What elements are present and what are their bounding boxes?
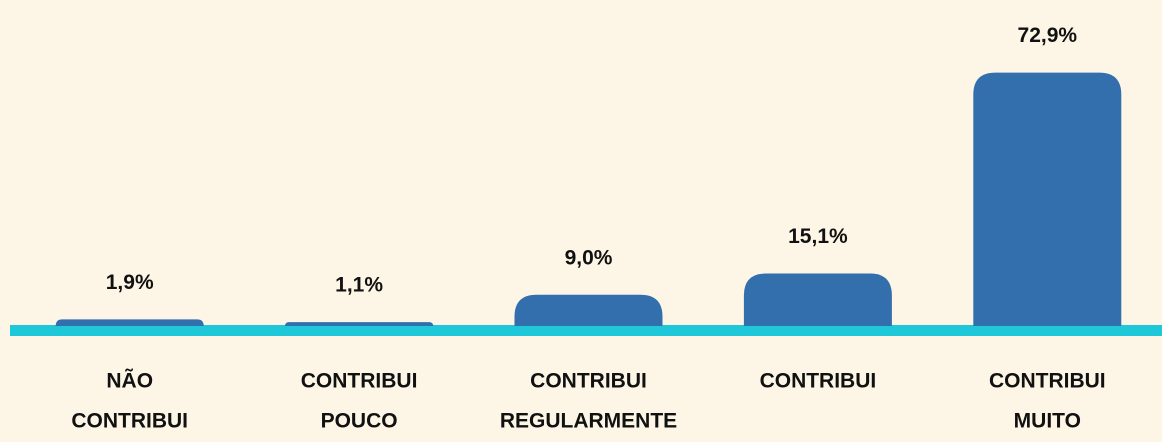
x-tick-label: CONTRIBUI [989,370,1106,393]
baseline [10,325,1162,336]
bar [55,319,204,326]
data-label: 72,9% [1018,24,1078,47]
x-tick-label: CONTRIBUI [530,370,647,393]
bar [743,273,892,326]
data-label: 15,1% [788,225,848,248]
x-tick-label: CONTRIBUI [760,370,877,393]
bar [285,322,434,326]
data-label: 1,1% [335,274,383,297]
x-tick-label: CONTRIBUI [301,370,418,393]
data-label: 1,9% [106,271,154,294]
x-tick-label: REGULARMENTE [500,410,677,433]
x-tick-label: NÃO [106,370,153,393]
x-tick-label: CONTRIBUI [71,410,188,433]
x-tick-label: MUITO [1014,410,1081,433]
bar [514,294,663,326]
data-label: 9,0% [565,246,613,269]
bar [973,72,1122,326]
x-tick-label: POUCO [321,410,398,433]
